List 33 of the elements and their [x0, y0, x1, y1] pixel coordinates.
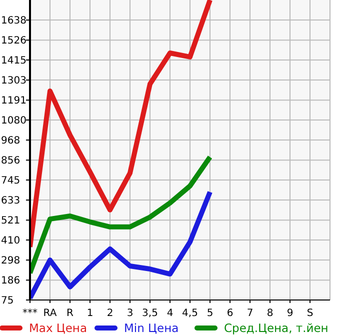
x-tick-label: 5 — [206, 308, 214, 319]
x-tick-label: 7 — [246, 308, 254, 319]
x-tick-label: 3,5 — [142, 308, 158, 319]
x-tick-label: 4 — [166, 308, 174, 319]
y-tick-label: 1303 — [1, 76, 26, 87]
y-tick-label: 1638 — [1, 16, 26, 27]
y-tick-label: 633 — [1, 196, 20, 207]
y-tick-label: 856 — [1, 156, 20, 167]
legend-label: Сред.Цена, т.йен — [224, 321, 328, 335]
y-tick-label: 298 — [1, 256, 20, 267]
y-tick-label: 1526 — [1, 36, 26, 47]
x-tick-label: 6 — [226, 308, 234, 319]
y-tick-label: 521 — [1, 216, 20, 227]
x-tick-label: 3 — [126, 308, 134, 319]
y-tick-label: 1415 — [1, 56, 26, 66]
x-tick-label: 4,5 — [182, 308, 198, 319]
legend-label: Min Цена — [124, 321, 179, 335]
y-tick-label: 75 — [1, 296, 14, 306]
y-tick-label: 1080 — [1, 116, 26, 126]
y-tick-label: 1191 — [1, 96, 26, 107]
legend-label: Max Цена — [29, 321, 87, 335]
x-tick-label: 1 — [86, 308, 94, 319]
x-tick-label: 2 — [106, 308, 114, 319]
y-tick-label: 410 — [1, 236, 20, 246]
x-tick-label: *** — [22, 308, 38, 319]
y-tick-label: 968 — [1, 136, 20, 147]
x-tick-label: 9 — [286, 308, 294, 319]
x-tick-label: R — [66, 308, 74, 319]
y-tick-label: 745 — [1, 176, 20, 186]
x-tick-label: RA — [43, 308, 57, 319]
x-tick-label: S — [306, 308, 314, 319]
y-tick-label: 186 — [1, 276, 20, 287]
x-tick-label: 8 — [266, 308, 274, 319]
